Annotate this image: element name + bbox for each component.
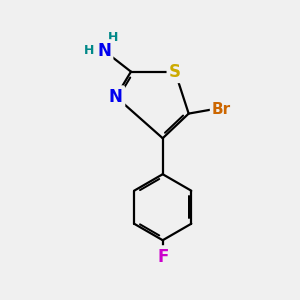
Text: Br: Br: [212, 102, 231, 117]
Text: N: N: [97, 42, 111, 60]
Text: S: S: [169, 63, 181, 81]
Text: H: H: [84, 44, 94, 57]
Text: H: H: [108, 31, 118, 44]
Text: F: F: [157, 248, 168, 266]
Text: N: N: [109, 88, 123, 106]
